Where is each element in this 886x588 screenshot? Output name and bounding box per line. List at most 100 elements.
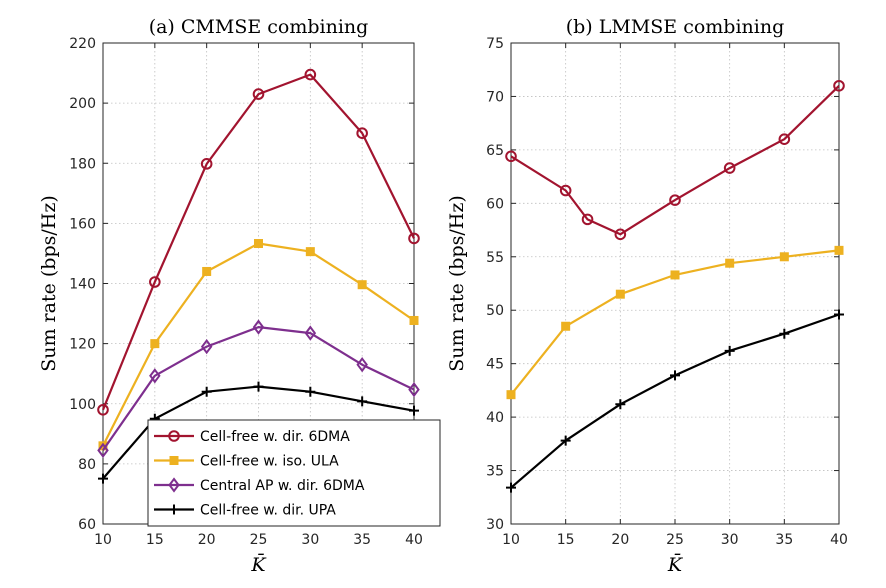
x-tick-label: 30 xyxy=(301,532,319,548)
y-tick-label: 30 xyxy=(486,517,504,533)
y-tick-label: 50 xyxy=(486,303,504,319)
data-point xyxy=(506,482,516,493)
y-tick-label: 70 xyxy=(486,89,504,105)
series-line xyxy=(102,326,415,451)
x-tick-label: 15 xyxy=(557,532,575,548)
data-point xyxy=(669,194,681,206)
x-tick-label: 35 xyxy=(775,532,793,548)
x-tick-label: 10 xyxy=(94,532,112,548)
x-tick-label: 40 xyxy=(405,532,423,548)
data-point xyxy=(97,442,109,459)
data-point xyxy=(201,386,212,397)
data-point xyxy=(305,386,316,397)
y-tick-label: 80 xyxy=(78,457,96,473)
legend-entry: Cell-free w. dir. UPA xyxy=(154,503,336,519)
series-line xyxy=(101,73,415,411)
data-point xyxy=(779,328,790,339)
data-point xyxy=(409,405,419,416)
series-cf_6dma xyxy=(97,68,420,416)
y-axis-label: Sum rate (bps/Hz) xyxy=(446,195,468,372)
x-tick-label: 30 xyxy=(721,532,739,548)
legend-marker xyxy=(169,456,179,465)
series-cf_ula xyxy=(98,239,419,451)
y-tick-label: 180 xyxy=(69,156,96,172)
data-point xyxy=(723,162,736,174)
panel-lmmse: 10 15 20 25 30 35 40 30 35 40 45 50 55 60 65 70 75 (b) LM… xyxy=(446,16,848,576)
legend-marker xyxy=(168,430,180,442)
data-point xyxy=(670,270,680,280)
data-point xyxy=(304,325,317,341)
y-tick-label: 65 xyxy=(486,143,504,159)
legend: Cell-free w. dir. 6DMA Cell-free w. iso. … xyxy=(147,419,441,527)
y-tick-label: 200 xyxy=(69,96,96,112)
legend-entry: Cell-free w. iso. ULA xyxy=(154,454,339,470)
series-cf_upa xyxy=(506,309,844,493)
data-point xyxy=(778,133,791,145)
y-tick-label: 60 xyxy=(486,196,504,212)
data-point xyxy=(200,158,213,170)
data-point xyxy=(614,228,627,241)
legend-label: Cell-free w. dir. UPA xyxy=(200,503,336,519)
data-point xyxy=(149,368,161,384)
legend-entry: Cell-free w. dir. 6DMA xyxy=(154,429,350,445)
series-cf_6dma xyxy=(505,79,845,241)
data-point xyxy=(254,239,263,249)
data-point xyxy=(357,280,367,290)
data-point xyxy=(834,245,844,255)
x-tick-label: 10 xyxy=(502,532,520,548)
x-axis-label: K̄ xyxy=(667,553,684,576)
data-point xyxy=(356,357,368,373)
data-point xyxy=(253,381,264,392)
x-tick-label: 35 xyxy=(353,532,371,548)
x-tick-label: 20 xyxy=(198,532,216,548)
y-tick-label: 60 xyxy=(78,517,96,533)
x-tick-label: 40 xyxy=(830,532,848,548)
legend-label: Cell-free w. iso. ULA xyxy=(200,454,339,470)
data-point xyxy=(615,399,626,410)
data-point xyxy=(581,213,594,226)
x-tick-label: 20 xyxy=(611,532,629,548)
legend-marker xyxy=(169,504,179,515)
y-tick-label: 120 xyxy=(69,337,96,353)
legend-entry: Central AP w. dir. 6DMA xyxy=(154,477,365,494)
y-tick-label: 100 xyxy=(69,397,96,413)
y-tick-label: 35 xyxy=(486,464,504,480)
series-line xyxy=(510,85,840,236)
data-point xyxy=(834,309,844,320)
chart-title: (a) CMMSE combining xyxy=(149,16,369,38)
data-point xyxy=(408,381,420,398)
legend-marker xyxy=(168,477,180,493)
data-point xyxy=(833,79,845,92)
legend-box xyxy=(147,419,441,527)
data-point xyxy=(615,289,625,299)
data-point xyxy=(97,403,109,416)
y-tick-label: 45 xyxy=(486,357,504,373)
data-point xyxy=(560,435,571,446)
data-point xyxy=(409,315,419,325)
data-point xyxy=(150,339,160,349)
y-tick-label: 140 xyxy=(69,277,96,293)
data-point xyxy=(559,184,572,197)
data-point xyxy=(725,258,735,268)
data-point xyxy=(252,88,265,100)
data-point xyxy=(202,266,212,276)
data-point xyxy=(252,319,265,335)
x-tick-label: 15 xyxy=(146,532,164,548)
legend-label: Cell-free w. dir. 6DMA xyxy=(200,429,350,445)
y-tick-label: 220 xyxy=(69,36,96,52)
y-tick-label: 75 xyxy=(486,36,504,52)
data-point xyxy=(670,370,680,381)
data-point xyxy=(408,232,420,245)
y-axis-label: Sum rate (bps/Hz) xyxy=(38,195,60,372)
data-point xyxy=(506,390,516,400)
data-point xyxy=(357,396,368,407)
y-tick-label: 160 xyxy=(69,216,96,232)
x-axis-label: K̄ xyxy=(250,553,267,576)
data-point xyxy=(724,345,735,356)
data-point xyxy=(149,276,161,288)
data-point xyxy=(200,338,213,355)
chart-title: (b) LMMSE combining xyxy=(566,16,785,38)
legend-label: Central AP w. dir. 6DMA xyxy=(200,478,365,494)
x-tick-label: 25 xyxy=(666,532,684,548)
